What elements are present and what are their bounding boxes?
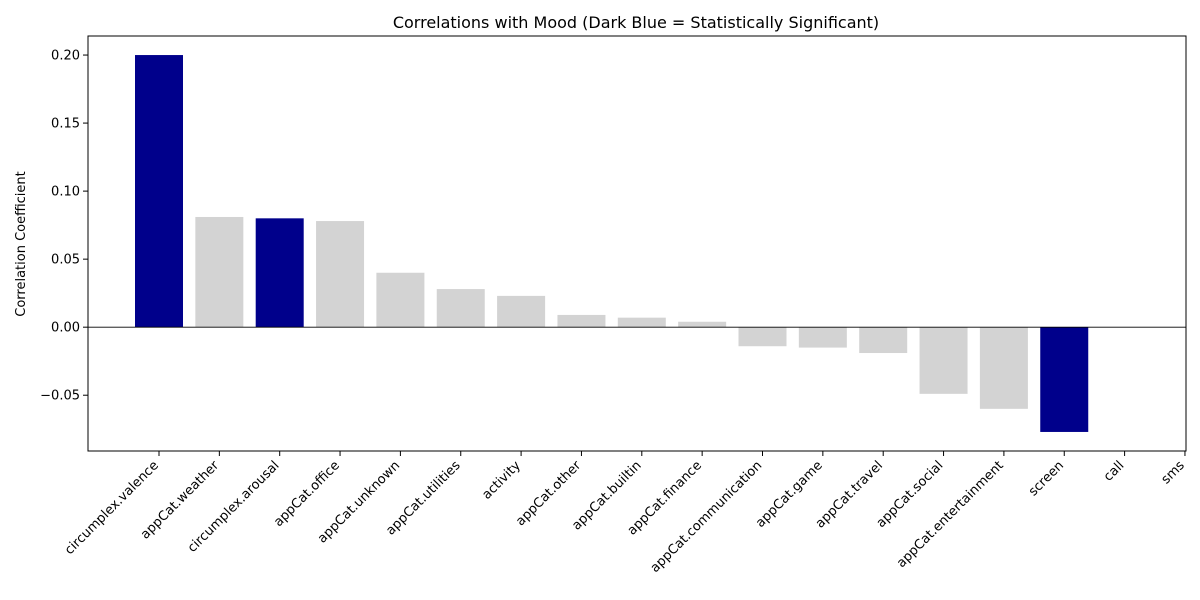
bar-appCat-other	[557, 314, 606, 328]
bar-appCat-finance	[678, 321, 727, 328]
bar-circumplex-arousal	[255, 218, 304, 328]
y-tick-label: 0.10	[51, 185, 80, 200]
plot-frame	[87, 35, 1187, 452]
bar-appCat-entertainment	[979, 327, 1028, 409]
bar-appCat-game	[798, 327, 847, 348]
x-tick-label: circumplex.valence	[62, 458, 162, 558]
x-tick-label: appCat.communication	[648, 458, 766, 576]
bar-appCat-social	[919, 327, 968, 394]
bar-circumplex-valence	[135, 55, 183, 328]
y-tick-label: 0.05	[51, 253, 80, 268]
y-tick-label: 0.15	[51, 117, 80, 132]
bar-appCat-utilities	[436, 289, 485, 328]
y-tick-label: 0.20	[51, 49, 80, 64]
y-axis-title: Correlation Coefficient	[14, 171, 29, 317]
plot-area: −0.05 0.00 0.05 0.10 0.15 0.20 circumplex.vale…	[40, 35, 1188, 576]
chart-title: Correlations with Mood (Dark Blue = Stat…	[393, 13, 879, 32]
bar-appCat-office	[316, 221, 365, 328]
bar-appCat-communication	[738, 327, 787, 347]
bar-appCat-weather	[195, 216, 244, 328]
y-tick-label: −0.05	[40, 389, 80, 404]
x-tick-label: activity	[479, 458, 524, 503]
bar-appCat-builtin	[617, 317, 666, 328]
bar-appCat-travel	[859, 327, 908, 354]
bar-appCat-unknown	[376, 272, 425, 328]
x-tick-label: screen	[1026, 458, 1067, 499]
bar-activity	[497, 295, 546, 328]
x-tick-label: call	[1101, 458, 1127, 484]
x-tick-label: appCat.entertainment	[894, 458, 1007, 571]
y-tick-label: 0.00	[51, 321, 80, 336]
bar-screen	[1040, 327, 1089, 432]
x-tick-label: sms	[1159, 458, 1188, 487]
